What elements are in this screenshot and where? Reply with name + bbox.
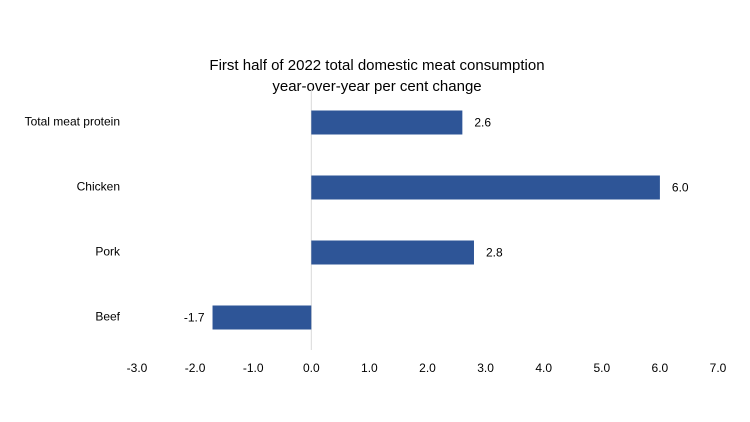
x-tick-label: -1.0 (243, 361, 264, 375)
y-tick-label: Beef (95, 310, 120, 324)
chart-title: First half of 2022 total domestic meat c… (209, 57, 544, 74)
y-tick-label: Chicken (77, 180, 120, 194)
data-label: 6.0 (672, 181, 689, 195)
chart-title: year-over-year per cent change (272, 78, 481, 95)
x-tick-label: 5.0 (593, 361, 610, 375)
x-tick-label: -3.0 (127, 361, 148, 375)
bar (212, 305, 312, 330)
x-tick-label: 4.0 (535, 361, 552, 375)
x-tick-label: 2.0 (419, 361, 436, 375)
x-tick-label: 3.0 (477, 361, 494, 375)
x-tick-label: 0.0 (303, 361, 320, 375)
data-label: 2.8 (486, 246, 503, 260)
y-tick-label: Total meat protein (25, 115, 120, 129)
bar (311, 110, 463, 135)
x-tick-label: 6.0 (652, 361, 669, 375)
x-tick-label: -2.0 (185, 361, 206, 375)
x-tick-label: 7.0 (710, 361, 727, 375)
bar (311, 240, 474, 265)
bar (311, 175, 660, 200)
data-label: 2.6 (474, 116, 491, 130)
y-tick-label: Pork (95, 245, 121, 259)
x-tick-label: 1.0 (361, 361, 378, 375)
data-label: -1.7 (184, 311, 205, 325)
